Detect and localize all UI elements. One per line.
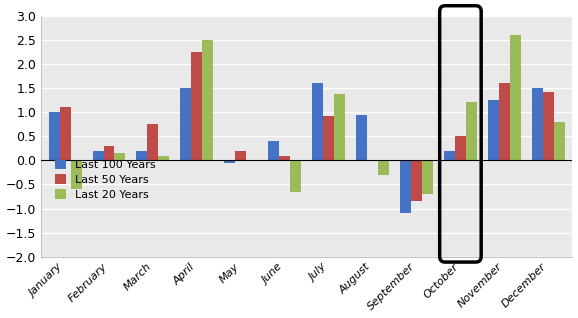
- Bar: [444, 151, 455, 160]
- Bar: [202, 40, 213, 160]
- Bar: [114, 153, 125, 160]
- Bar: [378, 160, 389, 175]
- Bar: [422, 160, 433, 194]
- Bar: [466, 102, 477, 160]
- Bar: [400, 160, 411, 213]
- Bar: [279, 156, 290, 160]
- Bar: [92, 151, 103, 160]
- Bar: [543, 92, 554, 160]
- Bar: [356, 114, 367, 160]
- Bar: [103, 146, 114, 160]
- Bar: [334, 94, 345, 160]
- Bar: [323, 116, 334, 160]
- Bar: [455, 136, 466, 160]
- Bar: [224, 160, 235, 163]
- Bar: [158, 156, 169, 160]
- Bar: [71, 160, 81, 189]
- Legend: Last 100 Years, Last 50 Years, Last 20 Years: Last 100 Years, Last 50 Years, Last 20 Y…: [52, 156, 159, 203]
- Bar: [499, 83, 510, 160]
- Bar: [367, 160, 378, 161]
- Bar: [554, 122, 565, 160]
- Bar: [510, 35, 521, 160]
- Bar: [268, 141, 279, 160]
- Bar: [532, 88, 543, 160]
- Bar: [235, 151, 246, 160]
- Bar: [312, 83, 323, 160]
- Bar: [191, 52, 202, 160]
- Bar: [49, 112, 60, 160]
- Bar: [60, 107, 71, 160]
- Bar: [147, 124, 158, 160]
- Bar: [136, 151, 147, 160]
- Bar: [180, 88, 191, 160]
- Bar: [488, 100, 499, 160]
- Bar: [411, 160, 422, 201]
- Bar: [290, 160, 301, 192]
